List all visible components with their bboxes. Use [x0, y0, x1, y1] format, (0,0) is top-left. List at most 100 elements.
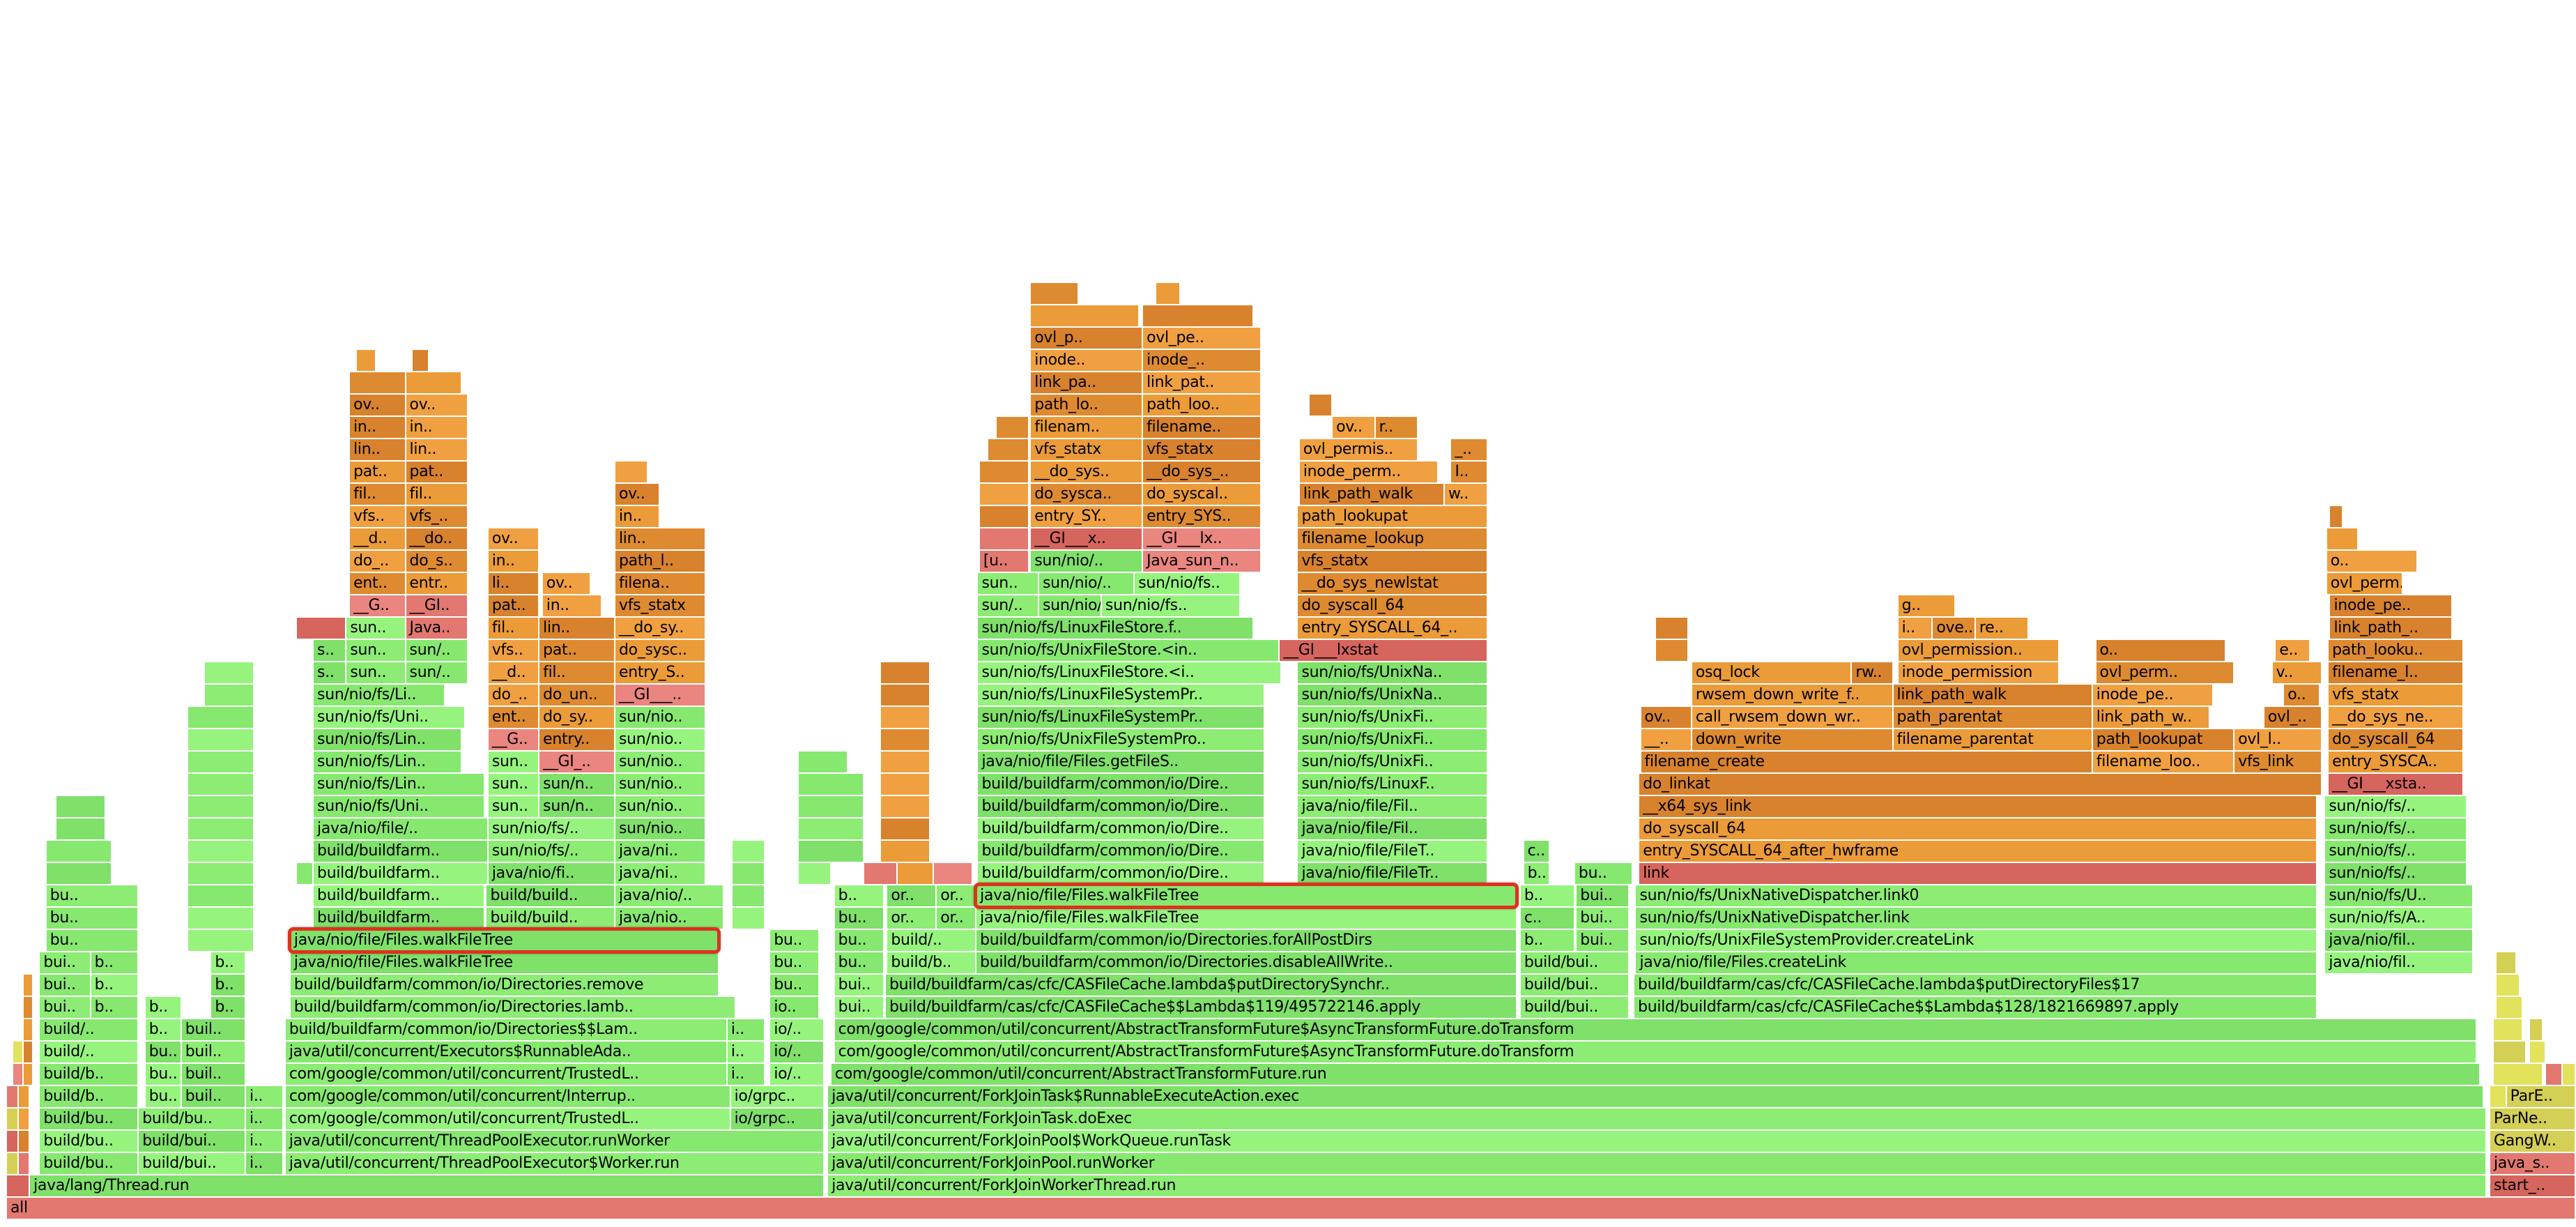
flame-frame[interactable]: com/google/common/util/concurrent/Truste…: [285, 1108, 730, 1129]
flame-frame[interactable]: filename_l..: [2329, 662, 2463, 683]
flame-frame[interactable]: fil..: [350, 484, 405, 505]
flame-frame[interactable]: sun/n..: [539, 796, 614, 817]
flame-frame[interactable]: do_sysc..: [615, 640, 705, 661]
flame-frame[interactable]: path_lookupat: [2092, 729, 2234, 750]
flame-frame[interactable]: sun/nio/fs/Lin..: [314, 752, 461, 772]
flame-frame[interactable]: link_pa..: [1031, 372, 1142, 393]
flame-frame[interactable]: sun/nio..: [615, 752, 705, 772]
flame-frame[interactable]: ovl_permis..: [1299, 439, 1418, 460]
flame-frame-unlabeled[interactable]: [732, 841, 765, 862]
flame-frame[interactable]: build/bu..: [139, 1108, 245, 1129]
flame-frame-unlabeled[interactable]: [56, 796, 105, 817]
flame-frame-unlabeled[interactable]: [988, 439, 1028, 460]
flame-frame[interactable]: __d..: [488, 662, 539, 683]
flame-frame-unlabeled[interactable]: [2493, 1042, 2526, 1062]
flame-frame[interactable]: buil..: [181, 1019, 245, 1040]
flame-frame[interactable]: io/grpc..: [730, 1108, 824, 1129]
flame-frame-unlabeled[interactable]: [188, 774, 253, 795]
flame-frame[interactable]: g..: [1898, 595, 1955, 616]
flame-frame[interactable]: __..: [1641, 729, 1691, 750]
flame-frame-unlabeled[interactable]: [23, 997, 32, 1018]
flame-frame[interactable]: java/nio/file/Files.walkFileTree: [976, 885, 1517, 906]
flame-frame[interactable]: __GI___lxstat: [1280, 640, 1487, 661]
flame-frame-unlabeled[interactable]: [188, 752, 253, 772]
flame-frame[interactable]: vfs..: [350, 506, 405, 527]
flame-frame[interactable]: ovl_p..: [1031, 328, 1142, 349]
flame-frame[interactable]: sun/nio/fs/Uni..: [314, 796, 484, 817]
flame-frame[interactable]: buil..: [181, 1086, 245, 1107]
flame-frame[interactable]: sun/nio/fs/UnixNa..: [1298, 662, 1487, 683]
flame-frame[interactable]: com/google/common/util/concurrent/Abstra…: [834, 1042, 2476, 1062]
flame-frame[interactable]: or..: [887, 908, 936, 929]
flame-frame[interactable]: or..: [937, 885, 976, 906]
flame-frame[interactable]: bui..: [40, 952, 90, 973]
flame-frame[interactable]: Java_sun_n..: [1143, 551, 1261, 572]
flame-frame-unlabeled[interactable]: [23, 975, 32, 996]
flame-frame-unlabeled[interactable]: [356, 350, 375, 371]
flame-frame[interactable]: __G..: [350, 595, 405, 616]
flame-frame[interactable]: fil..: [488, 618, 539, 639]
flame-frame[interactable]: ovl_perm..: [2326, 573, 2402, 594]
flame-frame[interactable]: __do_sys_newlstat: [1298, 573, 1487, 594]
flame-frame[interactable]: i..: [246, 1131, 283, 1152]
flame-frame[interactable]: io/grpc..: [730, 1086, 824, 1107]
flame-frame[interactable]: Java..: [406, 618, 468, 639]
flame-frame[interactable]: sun/nio/fs..: [1135, 573, 1239, 594]
flame-frame-unlabeled[interactable]: [406, 372, 461, 393]
flame-frame[interactable]: vfs_statx: [1143, 439, 1261, 460]
flame-frame[interactable]: sun/nio/fs/..: [2325, 818, 2466, 839]
flame-frame[interactable]: path_lookupat: [1298, 506, 1487, 527]
flame-frame-unlabeled[interactable]: [18, 1086, 29, 1107]
flame-frame[interactable]: path_looku..: [2329, 640, 2463, 661]
flame-frame[interactable]: build/buildfarm..: [314, 908, 484, 929]
flame-frame-unlabeled[interactable]: [413, 350, 428, 371]
flame-frame[interactable]: entry_S..: [615, 662, 705, 683]
flame-frame[interactable]: ParE..: [2506, 1086, 2575, 1107]
flame-frame-unlabeled[interactable]: [979, 528, 1028, 549]
flame-frame[interactable]: bu..: [834, 930, 883, 951]
flame-frame[interactable]: build/bu..: [40, 1131, 138, 1152]
flame-frame[interactable]: bui..: [1577, 908, 1628, 929]
flame-frame[interactable]: __do_sys_..: [1143, 462, 1261, 482]
flame-frame-unlabeled[interactable]: [979, 484, 1028, 505]
flame-frame[interactable]: sun/nio/fs/Li..: [314, 685, 445, 706]
flame-frame[interactable]: bu..: [145, 1042, 181, 1062]
flame-frame[interactable]: do_..: [488, 685, 539, 706]
flame-frame[interactable]: do_sy..: [539, 707, 614, 728]
flame-frame[interactable]: build/buildfarm/common/io/Directories.re…: [290, 975, 719, 996]
flame-frame[interactable]: sun..: [488, 752, 539, 772]
flame-frame-unlabeled[interactable]: [2497, 952, 2515, 973]
flame-frame[interactable]: link: [1639, 863, 2316, 884]
flame-frame[interactable]: sun..: [346, 618, 405, 639]
flame-frame[interactable]: sun/nio/fs/UnixFi..: [1298, 729, 1487, 750]
flame-frame[interactable]: down_write: [1692, 729, 1892, 750]
flame-frame-unlabeled[interactable]: [2326, 528, 2357, 549]
flame-frame[interactable]: sun/nio/fs/U..: [2325, 885, 2473, 906]
flame-frame[interactable]: java/nio/file/Files.walkFileTree: [976, 908, 1517, 929]
flame-frame[interactable]: b..: [91, 975, 138, 996]
flame-frame-unlabeled[interactable]: [2493, 1064, 2542, 1085]
flame-frame[interactable]: sun/..: [406, 662, 468, 683]
flame-frame[interactable]: io/..: [770, 1042, 824, 1062]
flame-frame[interactable]: filename_create: [1641, 752, 2092, 772]
flame-frame-unlabeled[interactable]: [798, 752, 847, 772]
flame-frame-unlabeled[interactable]: [880, 685, 929, 706]
flame-frame[interactable]: ovl_l..: [2234, 729, 2321, 750]
flame-frame[interactable]: b..: [1520, 930, 1574, 951]
flame-frame[interactable]: java/ni..: [615, 863, 705, 884]
flame-frame[interactable]: __do_sys_ne..: [2329, 707, 2463, 728]
flame-frame-unlabeled[interactable]: [880, 841, 929, 862]
flame-frame-unlabeled[interactable]: [204, 662, 253, 683]
flame-frame-unlabeled[interactable]: [1031, 305, 1139, 326]
flame-frame-unlabeled[interactable]: [2497, 975, 2519, 996]
flame-frame[interactable]: build/bui..: [139, 1153, 245, 1174]
flame-frame-unlabeled[interactable]: [188, 885, 253, 906]
flame-frame[interactable]: build/b..: [887, 952, 976, 973]
flame-frame-unlabeled[interactable]: [23, 1019, 32, 1040]
flame-frame[interactable]: do_syscall_64: [1639, 818, 2316, 839]
flame-frame[interactable]: inode_perm..: [1299, 462, 1437, 482]
flame-frame[interactable]: path_lo..: [1031, 395, 1142, 416]
flame-frame[interactable]: sun/nio/fs/Lin..: [314, 774, 484, 795]
flame-frame[interactable]: in..: [615, 506, 659, 527]
flame-frame[interactable]: link_path_walk: [1299, 484, 1444, 505]
